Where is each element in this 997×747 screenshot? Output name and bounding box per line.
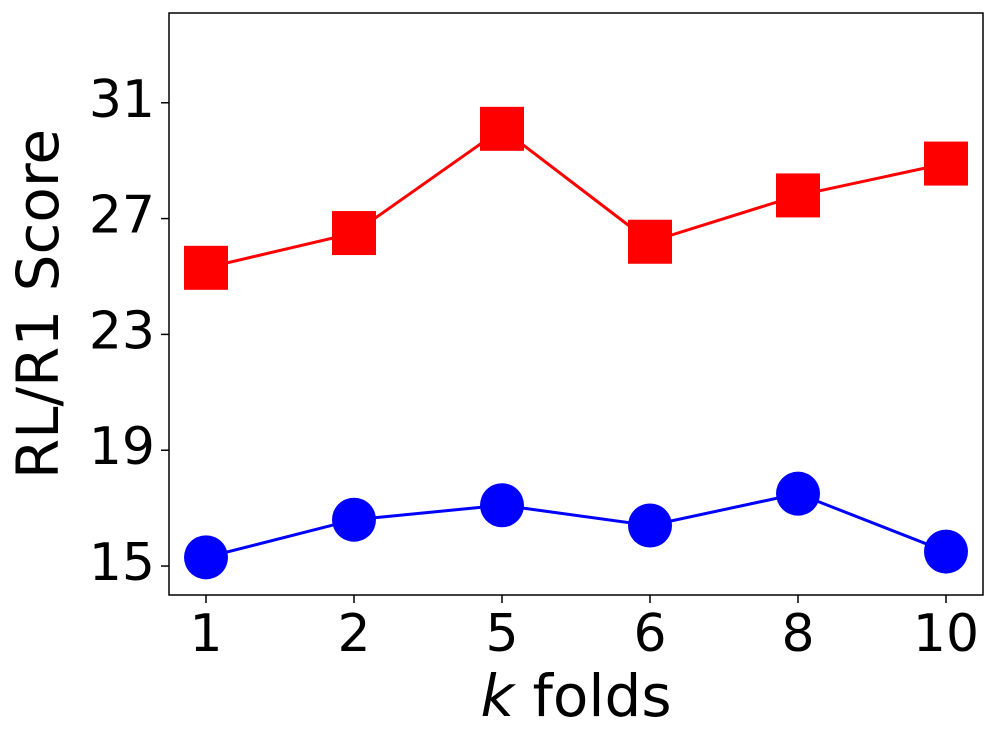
marker <box>776 471 820 516</box>
y-tick-label: 27 <box>89 186 155 246</box>
x-tick-label: 1 <box>189 604 222 664</box>
marker <box>480 483 524 528</box>
marker <box>332 211 376 256</box>
plot-frame <box>168 12 984 596</box>
y-tick-label: 31 <box>89 70 155 130</box>
marker <box>184 535 228 580</box>
marker <box>628 503 672 548</box>
x-tick-label: 5 <box>485 604 518 664</box>
series-line <box>205 126 947 270</box>
marker <box>184 245 228 290</box>
y-tick-label: 15 <box>89 533 155 593</box>
x-axis-label: k folds <box>480 662 671 730</box>
x-tick-label: 2 <box>337 604 370 664</box>
x-tick-label: 6 <box>633 604 666 664</box>
y-axis-label: RL/R1 Score <box>4 129 72 479</box>
x-tick-label: 10 <box>913 604 979 664</box>
y-tick-label: 19 <box>89 417 155 477</box>
marker <box>924 529 968 574</box>
marker <box>480 106 524 151</box>
marker <box>332 497 376 542</box>
series-line <box>205 492 947 559</box>
marker <box>628 219 672 264</box>
marker <box>776 173 820 218</box>
marker <box>924 141 968 186</box>
x-tick-label: 8 <box>781 604 814 664</box>
y-tick-label: 23 <box>89 301 155 361</box>
